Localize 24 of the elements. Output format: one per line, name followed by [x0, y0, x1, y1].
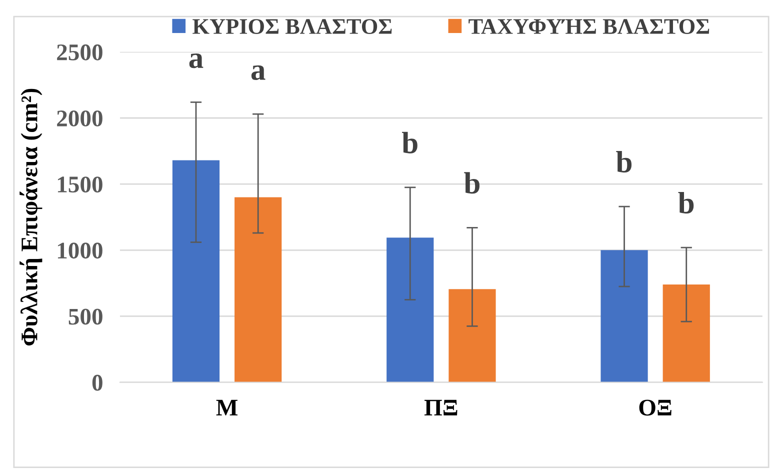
x-tick-label: ΠΞ [424, 400, 458, 416]
annotation: b [402, 132, 418, 154]
bar [172, 160, 220, 382]
bar [234, 197, 282, 382]
y-tick-label: 2000 [57, 110, 102, 126]
x-tick-label: ΟΞ [639, 400, 672, 416]
annotation: b [678, 192, 694, 214]
annotation: a [251, 65, 266, 80]
annotation: b [616, 151, 632, 173]
y-tick-label: 1000 [58, 242, 102, 259]
legend-label: ΚΥΡΙΟΣ ΒΛΑΣΤΟΣ [192, 19, 392, 34]
y-tick-label: 500 [68, 308, 102, 325]
legend-label: ΤΑΧΥΦΥΉΣ ΒΛΑΣΤΟΣ [468, 19, 710, 34]
y-tick-label: 2500 [57, 44, 102, 60]
annotation: b [464, 172, 480, 194]
y-tick-label: 1500 [58, 176, 102, 193]
x-tick-label: Μ [216, 400, 238, 416]
bar [448, 289, 496, 382]
bar [662, 284, 710, 382]
y-axis-title: Φυλλική Επιφάνεια (cm²) [20, 88, 42, 346]
bar [386, 238, 434, 382]
y-tick-label: 0 [92, 374, 102, 391]
bar [600, 250, 648, 382]
annotation: a [189, 53, 204, 68]
